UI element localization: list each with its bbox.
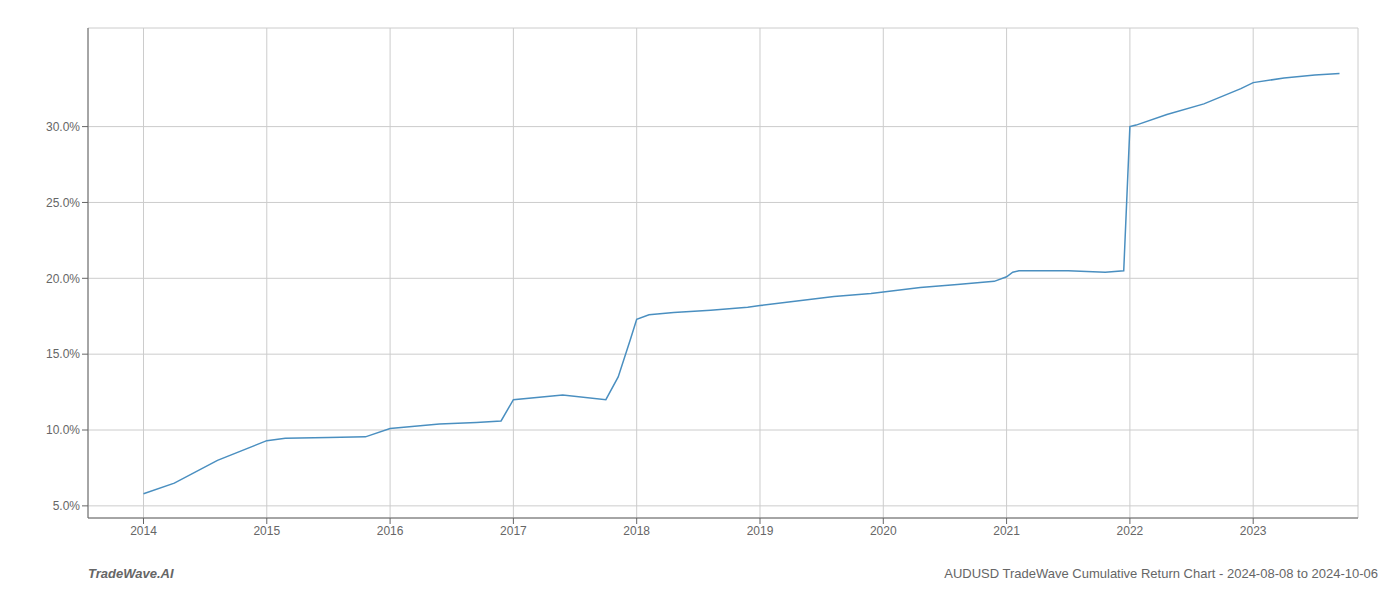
svg-text:2022: 2022 <box>1117 524 1144 538</box>
svg-text:2017: 2017 <box>500 524 527 538</box>
svg-text:15.0%: 15.0% <box>46 347 80 361</box>
svg-text:2019: 2019 <box>747 524 774 538</box>
svg-text:25.0%: 25.0% <box>46 196 80 210</box>
svg-text:2021: 2021 <box>993 524 1020 538</box>
svg-text:2016: 2016 <box>377 524 404 538</box>
svg-text:30.0%: 30.0% <box>46 120 80 134</box>
svg-text:2014: 2014 <box>130 524 157 538</box>
svg-text:5.0%: 5.0% <box>53 499 81 513</box>
html-text:AUDUSD TradeWave Cumulative Re: AUDUSD TradeWave Cumulative Return Chart… <box>944 565 1378 581</box>
svg-text:2018: 2018 <box>623 524 650 538</box>
svg-text:10.0%: 10.0% <box>46 423 80 437</box>
svg-text:2020: 2020 <box>870 524 897 538</box>
svg-text:2023: 2023 <box>1240 524 1267 538</box>
svg-text:2015: 2015 <box>253 524 280 538</box>
html-text:TradeWave.AI: TradeWave.AI <box>88 565 174 581</box>
svg-text:20.0%: 20.0% <box>46 272 80 286</box>
